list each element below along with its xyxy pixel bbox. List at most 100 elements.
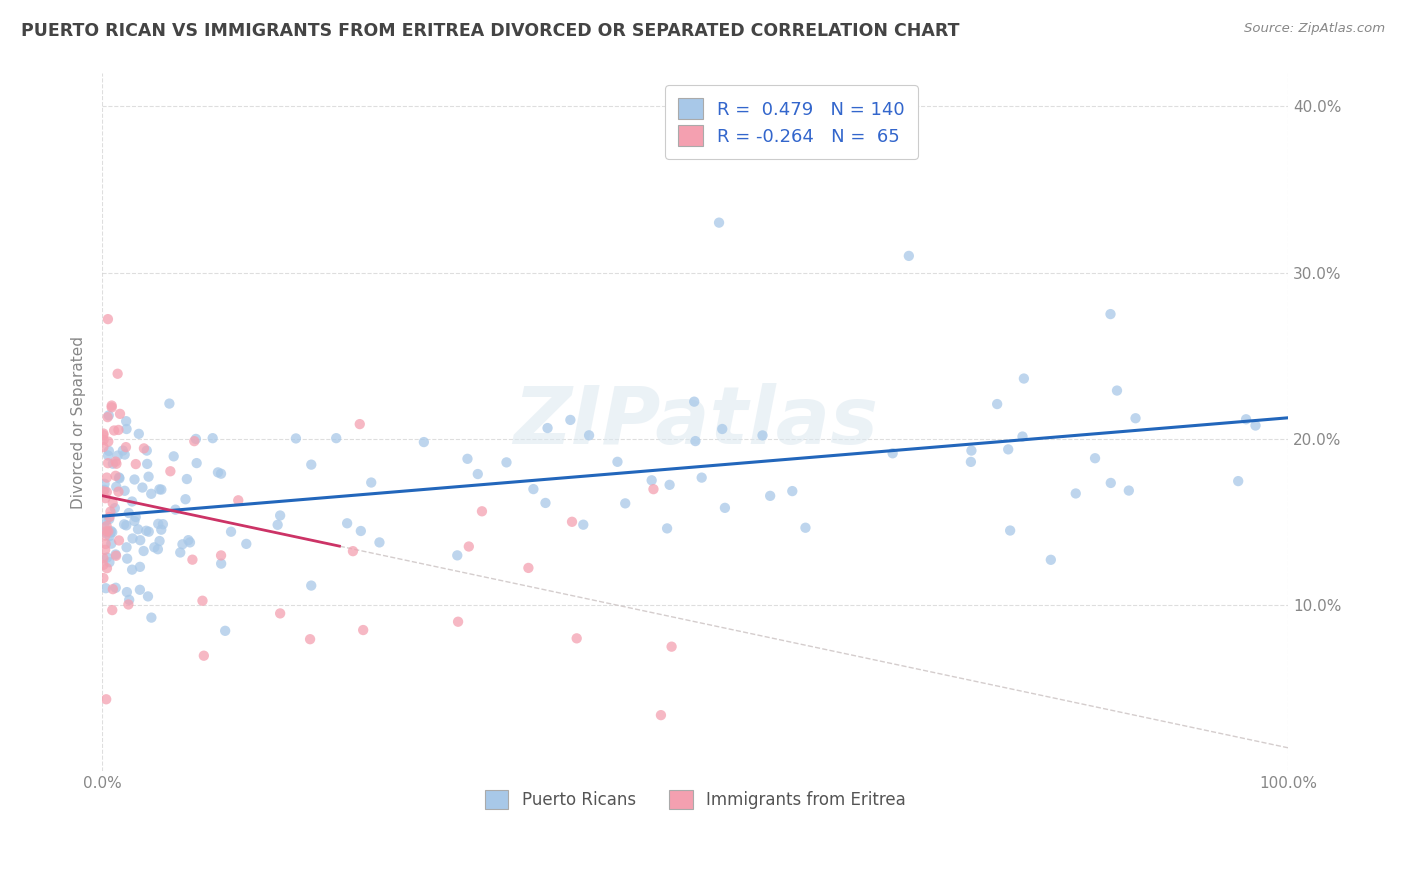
Point xyxy=(94,529,117,543)
Point xyxy=(177,533,200,548)
Point xyxy=(1118,483,1140,498)
Point xyxy=(997,442,1019,457)
Point xyxy=(104,581,127,595)
Point xyxy=(446,549,468,563)
Point xyxy=(98,509,121,524)
Point xyxy=(572,517,595,532)
Point xyxy=(1125,411,1147,425)
Point xyxy=(193,648,215,663)
Point xyxy=(163,450,186,464)
Point xyxy=(101,457,124,471)
Point xyxy=(495,455,517,469)
Point xyxy=(121,494,143,508)
Point xyxy=(174,492,197,507)
Point xyxy=(131,481,153,495)
Point xyxy=(115,551,138,566)
Point xyxy=(94,537,117,551)
Point xyxy=(172,537,194,551)
Point xyxy=(614,496,637,510)
Point xyxy=(457,540,479,554)
Point xyxy=(782,484,804,499)
Point xyxy=(94,491,117,505)
Point xyxy=(146,542,169,557)
Point xyxy=(467,467,489,481)
Point xyxy=(522,482,544,496)
Point xyxy=(118,506,141,520)
Point xyxy=(98,512,121,526)
Point xyxy=(471,504,494,518)
Point xyxy=(97,434,120,449)
Point xyxy=(93,558,115,572)
Point xyxy=(135,443,157,458)
Point xyxy=(100,505,122,519)
Point xyxy=(101,603,124,617)
Point xyxy=(360,475,382,490)
Point xyxy=(138,469,160,483)
Point xyxy=(447,615,470,629)
Point xyxy=(1234,412,1257,426)
Point xyxy=(1099,307,1122,321)
Point xyxy=(269,508,291,523)
Point xyxy=(107,449,129,463)
Point xyxy=(93,571,115,585)
Point xyxy=(336,516,359,531)
Point xyxy=(1084,451,1107,466)
Point xyxy=(759,489,782,503)
Point xyxy=(179,535,201,549)
Point xyxy=(118,592,141,607)
Point xyxy=(93,484,115,499)
Point xyxy=(655,521,678,535)
Point xyxy=(93,426,115,441)
Point xyxy=(751,428,773,442)
Point xyxy=(342,544,364,558)
Point xyxy=(94,542,117,557)
Point xyxy=(209,549,232,563)
Point xyxy=(794,521,817,535)
Point xyxy=(960,443,983,458)
Point xyxy=(201,431,224,445)
Point xyxy=(96,514,118,528)
Point xyxy=(207,466,229,480)
Point xyxy=(93,525,115,540)
Point xyxy=(104,548,127,562)
Point xyxy=(97,524,120,539)
Point xyxy=(108,470,131,484)
Point xyxy=(114,483,136,498)
Point xyxy=(159,464,181,478)
Point xyxy=(93,483,115,497)
Point xyxy=(1011,429,1033,443)
Point xyxy=(115,440,138,454)
Point xyxy=(998,524,1021,538)
Point xyxy=(534,496,557,510)
Point xyxy=(98,529,121,543)
Point xyxy=(1105,384,1128,398)
Point xyxy=(1064,486,1087,500)
Point xyxy=(93,440,115,454)
Point xyxy=(986,397,1008,411)
Point xyxy=(100,399,122,413)
Point xyxy=(138,524,160,539)
Point xyxy=(690,470,713,484)
Point xyxy=(105,457,128,471)
Point xyxy=(643,482,665,496)
Point xyxy=(129,533,152,548)
Point xyxy=(104,454,127,468)
Point xyxy=(132,544,155,558)
Point xyxy=(148,534,170,549)
Point xyxy=(1244,418,1267,433)
Point xyxy=(96,519,118,533)
Point xyxy=(96,524,118,539)
Point xyxy=(560,413,582,427)
Point xyxy=(191,593,214,607)
Point xyxy=(100,524,122,538)
Point xyxy=(93,520,115,534)
Point xyxy=(1039,553,1062,567)
Point xyxy=(135,524,157,538)
Point xyxy=(352,623,374,637)
Point xyxy=(299,632,322,647)
Point xyxy=(325,431,347,445)
Point xyxy=(115,422,138,436)
Point xyxy=(412,435,434,450)
Point xyxy=(101,496,124,510)
Point xyxy=(152,517,174,532)
